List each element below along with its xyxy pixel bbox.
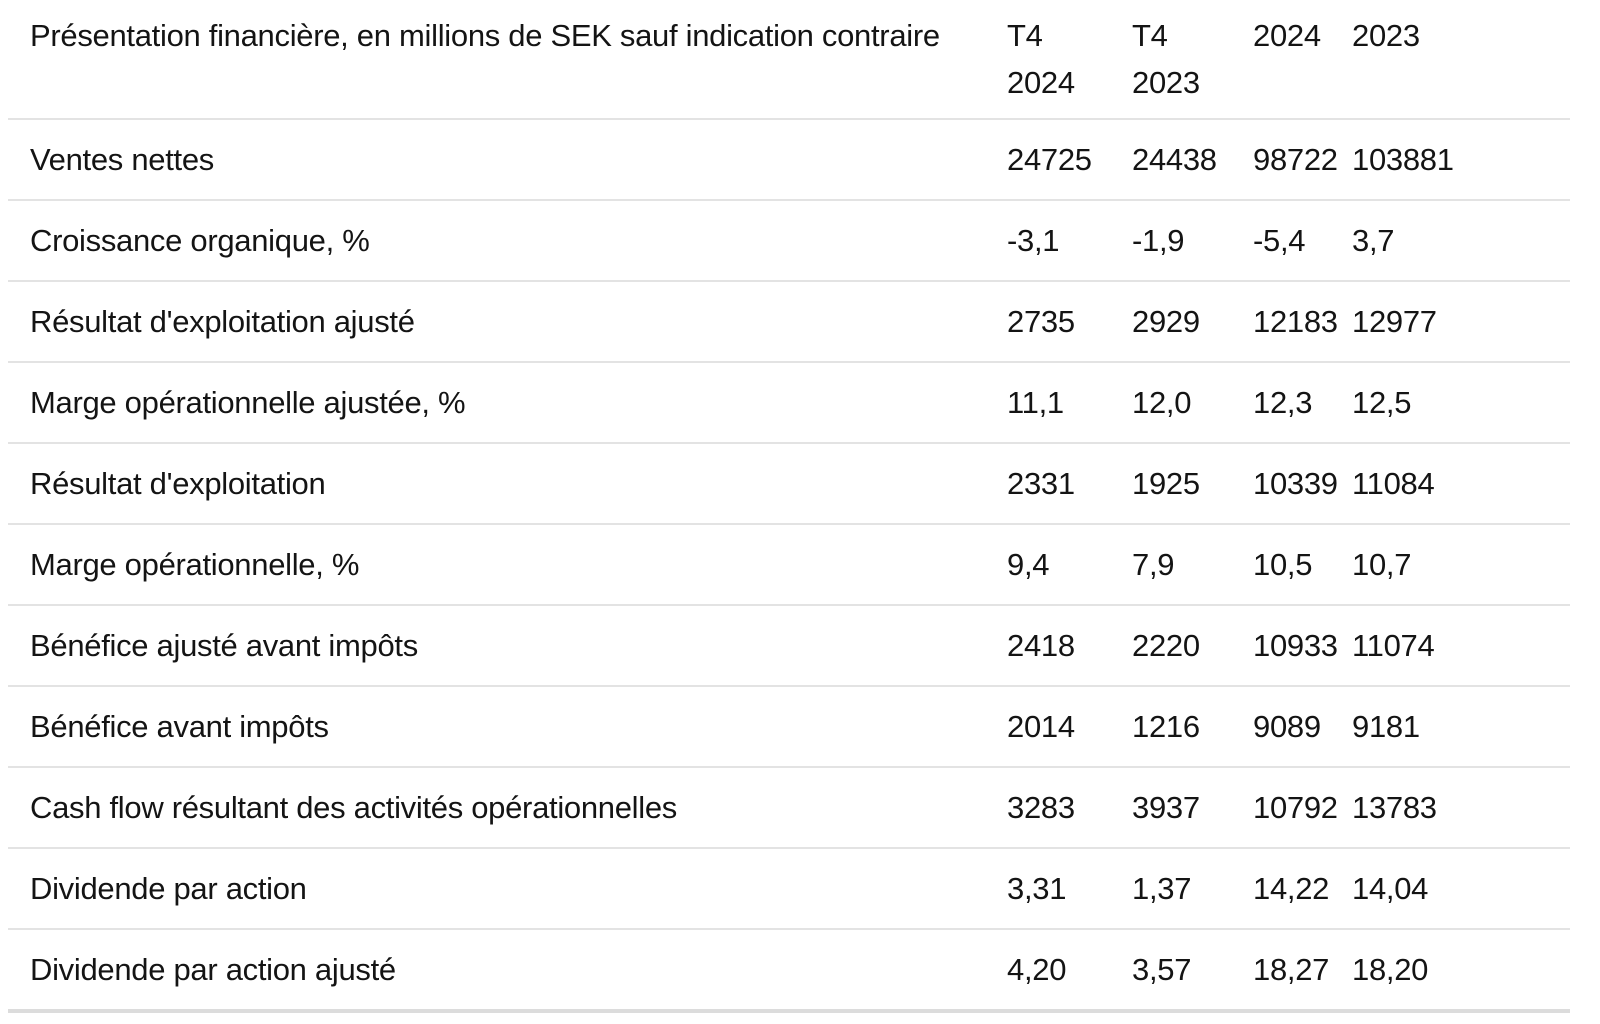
cell-value: 1,37 (1132, 847, 1253, 929)
cell-value: 12,0 (1132, 361, 1253, 443)
row-label: Dividende par action ajusté (8, 928, 1007, 1011)
cell-value: 3283 (1007, 766, 1132, 848)
table-header-row: Présentation financière, en millions de … (8, 0, 1570, 119)
cell-value: 10933 (1253, 604, 1352, 686)
cell-value: -5,4 (1253, 199, 1352, 281)
row-label: Résultat d'exploitation (8, 442, 1007, 524)
column-header-t4-2024: T4 2024 (1007, 18, 1075, 100)
cell-value: 3,7 (1352, 199, 1570, 281)
cell-value: -1,9 (1132, 199, 1253, 281)
cell-value: 2220 (1132, 604, 1253, 686)
row-label: Croissance organique, % (8, 199, 1007, 281)
cell-value: 11084 (1352, 442, 1570, 524)
table-row: Marge opérationnelle, % 9,4 7,9 10,5 10,… (8, 523, 1570, 605)
cell-value: 103881 (1352, 118, 1570, 200)
table-row: Cash flow résultant des activités opérat… (8, 766, 1570, 848)
cell-value: 2014 (1007, 685, 1132, 767)
cell-value: 18,20 (1352, 928, 1570, 1011)
cell-value: 9,4 (1007, 523, 1132, 605)
cell-value: 24438 (1132, 118, 1253, 200)
table-row: Bénéfice ajusté avant impôts 2418 2220 1… (8, 604, 1570, 686)
table-title: Présentation financière, en millions de … (30, 18, 940, 53)
cell-value: 10,5 (1253, 523, 1352, 605)
cell-value: 1925 (1132, 442, 1253, 524)
cell-value: -3,1 (1007, 199, 1132, 281)
cell-value: 3,57 (1132, 928, 1253, 1011)
cell-value: 1216 (1132, 685, 1253, 767)
table-title-cell: Présentation financière, en millions de … (8, 0, 1007, 119)
table-row: Dividende par action ajusté 4,20 3,57 18… (8, 928, 1570, 1011)
row-label: Bénéfice ajusté avant impôts (8, 604, 1007, 686)
column-header-t4-2023: T4 2023 (1132, 18, 1200, 100)
cell-value: 9089 (1253, 685, 1352, 767)
cell-value: 2929 (1132, 280, 1253, 362)
cell-value: 10339 (1253, 442, 1352, 524)
cell-value: 18,27 (1253, 928, 1352, 1011)
row-label: Marge opérationnelle ajustée, % (8, 361, 1007, 443)
cell-value: 12977 (1352, 280, 1570, 362)
cell-value: 3937 (1132, 766, 1253, 848)
table-row: Croissance organique, % -3,1 -1,9 -5,4 3… (8, 199, 1570, 281)
cell-value: 10792 (1253, 766, 1352, 848)
cell-value: 13783 (1352, 766, 1570, 848)
row-label: Dividende par action (8, 847, 1007, 929)
table-row: Marge opérationnelle ajustée, % 11,1 12,… (8, 361, 1570, 443)
cell-value: 12183 (1253, 280, 1352, 362)
table-row: Dividende par action 3,31 1,37 14,22 14,… (8, 847, 1570, 929)
cell-value: 2418 (1007, 604, 1132, 686)
row-label: Résultat d'exploitation ajusté (8, 280, 1007, 362)
financial-summary-table: Présentation financière, en millions de … (8, 0, 1570, 1013)
cell-value: 3,31 (1007, 847, 1132, 929)
table-row: Bénéfice avant impôts 2014 1216 9089 918… (8, 685, 1570, 767)
cell-value: 2735 (1007, 280, 1132, 362)
cell-value: 14,04 (1352, 847, 1570, 929)
cell-value: 2331 (1007, 442, 1132, 524)
table-row: Résultat d'exploitation 2331 1925 10339 … (8, 442, 1570, 524)
column-header-2023: 2023 (1352, 18, 1420, 53)
cell-value: 98722 (1253, 118, 1352, 200)
cell-value: 11,1 (1007, 361, 1132, 443)
row-label: Cash flow résultant des activités opérat… (8, 766, 1007, 848)
row-label: Marge opérationnelle, % (8, 523, 1007, 605)
cell-value: 10,7 (1352, 523, 1570, 605)
cell-value: 4,20 (1007, 928, 1132, 1011)
cell-value: 24725 (1007, 118, 1132, 200)
row-label: Bénéfice avant impôts (8, 685, 1007, 767)
cell-value: 12,5 (1352, 361, 1570, 443)
table-row: Ventes nettes 24725 24438 98722 103881 (8, 118, 1570, 200)
cell-value: 9181 (1352, 685, 1570, 767)
table-row: Résultat d'exploitation ajusté 2735 2929… (8, 280, 1570, 362)
cell-value: 11074 (1352, 604, 1570, 686)
cell-value: 14,22 (1253, 847, 1352, 929)
row-label: Ventes nettes (8, 118, 1007, 200)
cell-value: 7,9 (1132, 523, 1253, 605)
column-header-2024: 2024 (1253, 18, 1321, 53)
cell-value: 12,3 (1253, 361, 1352, 443)
